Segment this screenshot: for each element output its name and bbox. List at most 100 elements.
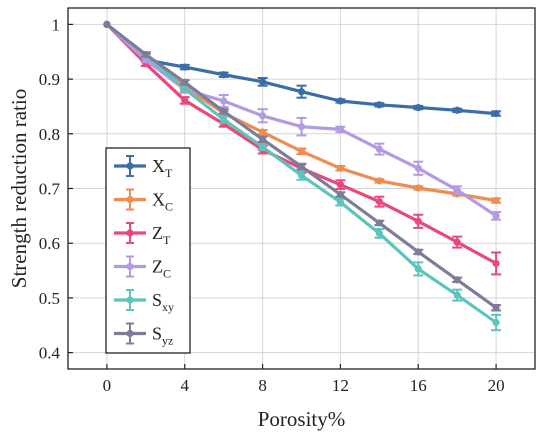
legend-marker	[126, 296, 134, 304]
legend-marker	[126, 162, 134, 170]
data-point	[375, 145, 383, 153]
data-point	[181, 96, 189, 105]
data-point	[375, 101, 383, 109]
legend-label: ZC	[152, 257, 171, 281]
legend-label-subscript: yz	[162, 334, 173, 348]
data-point	[453, 291, 461, 299]
data-point	[336, 164, 345, 172]
y-tick-label: 0.8	[39, 125, 60, 144]
data-point	[220, 107, 228, 115]
legend-label: ZT	[152, 223, 171, 247]
series-syz	[103, 20, 502, 312]
y-tick-label: 0.6	[39, 234, 60, 253]
data-point	[453, 106, 461, 114]
data-point	[492, 212, 500, 220]
x-axis-title: Porosity%	[258, 407, 346, 431]
legend-marker	[126, 195, 134, 204]
y-tick-label: 1	[52, 15, 61, 34]
data-point	[297, 123, 306, 131]
data-point	[103, 20, 111, 29]
data-point	[258, 143, 267, 151]
data-point	[375, 198, 383, 206]
legend-marker	[126, 262, 134, 271]
data-point	[336, 125, 345, 134]
data-point	[492, 196, 500, 205]
data-point	[297, 88, 306, 96]
data-point	[492, 259, 500, 268]
data-point	[414, 265, 422, 273]
data-point	[258, 112, 267, 120]
data-point	[336, 97, 345, 105]
legend-label-subscript: C	[165, 200, 173, 214]
data-point	[336, 198, 345, 206]
data-point	[181, 85, 189, 93]
data-point	[336, 181, 345, 189]
data-point	[258, 135, 267, 143]
legend-label-subscript: C	[163, 267, 171, 281]
data-point	[453, 238, 461, 246]
x-tick-label: 20	[488, 376, 505, 395]
data-point	[414, 217, 422, 225]
y-tick-label: 0.7	[39, 180, 61, 199]
legend-label: XC	[152, 190, 173, 214]
legend-label-subscript: T	[165, 166, 173, 180]
data-point	[492, 318, 500, 327]
legend-label-main: Z	[152, 257, 163, 277]
x-tick-label: 16	[410, 376, 427, 395]
data-point	[414, 103, 422, 112]
legend-label-main: X	[152, 156, 165, 176]
data-point	[414, 184, 422, 192]
data-point	[220, 97, 228, 105]
data-point	[375, 219, 383, 227]
legend-item: XT	[114, 155, 173, 180]
data-point	[220, 115, 228, 124]
data-point	[297, 171, 306, 179]
series-xt	[103, 20, 502, 118]
data-point	[414, 164, 422, 172]
data-point	[181, 78, 189, 86]
data-point	[181, 63, 189, 71]
y-tick-label: 0.4	[39, 344, 61, 363]
x-tick-label: 4	[181, 376, 190, 395]
legend-item: XC	[114, 188, 173, 214]
series-layer	[103, 20, 502, 332]
data-point	[375, 177, 383, 185]
data-point	[492, 109, 500, 118]
y-axis-title: Strength reduction ratio	[7, 89, 31, 288]
legend-label-main: Z	[152, 223, 163, 243]
data-point	[336, 190, 345, 199]
x-tick-label: 12	[332, 376, 349, 395]
y-tick-label: 0.9	[39, 70, 60, 89]
legend-label: Syz	[152, 324, 173, 348]
data-point	[142, 50, 150, 59]
data-point	[492, 304, 500, 312]
legend-item: ZC	[114, 255, 171, 281]
data-point	[453, 276, 461, 284]
legend-label-subscript: xy	[162, 300, 174, 314]
legend-box	[105, 147, 191, 354]
data-point	[297, 147, 306, 155]
ticks: 0 4 8 12 16 20 0.4 0.5 0.6 0.7 0.8 0.9 1	[39, 15, 505, 395]
legend-marker	[126, 329, 134, 338]
legend-label-main: S	[152, 290, 162, 310]
data-point	[258, 128, 267, 136]
legend-item: ZT	[114, 222, 171, 247]
data-point	[375, 229, 383, 237]
y-tick-label: 0.5	[39, 289, 60, 308]
legend-marker	[126, 229, 134, 237]
data-point	[220, 71, 228, 79]
data-point	[258, 78, 267, 86]
legend-label-main: S	[152, 324, 162, 344]
x-tick-label: 0	[103, 376, 112, 395]
data-point	[453, 186, 461, 194]
legend-label: XT	[152, 156, 173, 180]
data-point	[414, 248, 422, 256]
legend-item: Sxy	[114, 289, 174, 314]
x-tick-label: 8	[258, 376, 267, 395]
legend-label-main: X	[152, 190, 165, 210]
legend-label: Sxy	[152, 290, 174, 314]
legend-item: Syz	[114, 322, 173, 348]
data-point	[297, 163, 306, 171]
